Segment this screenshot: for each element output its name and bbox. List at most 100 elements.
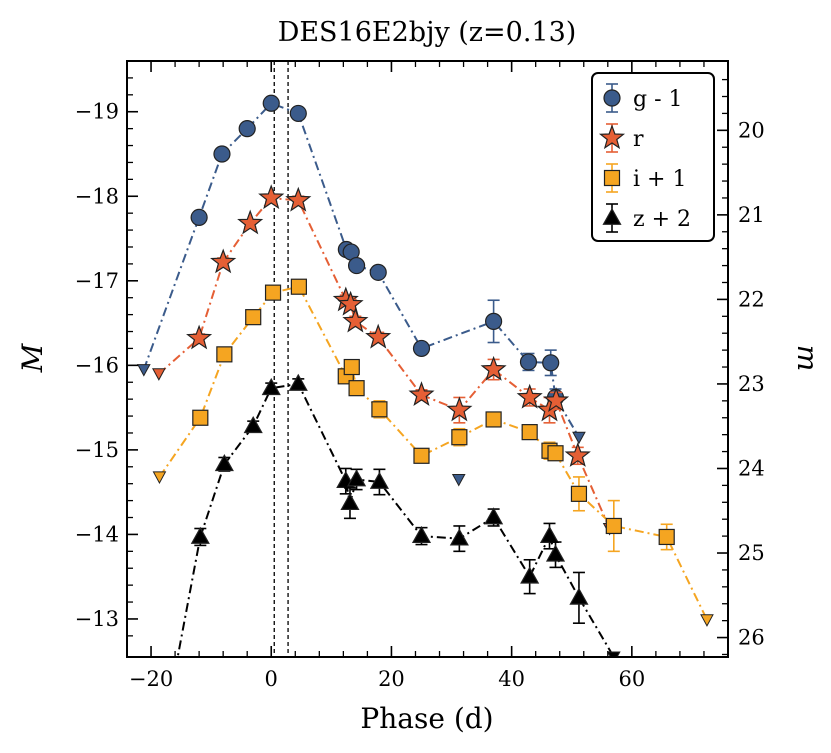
- data-point: [485, 411, 502, 428]
- data-point: [539, 525, 560, 544]
- y-axis-label: M: [16, 342, 49, 373]
- upper-limit-marker: [136, 364, 151, 377]
- legend-marker: [603, 169, 621, 187]
- data-point: [369, 471, 389, 489]
- legend-marker: [598, 124, 626, 150]
- data-point: [485, 312, 503, 330]
- data-point: [216, 346, 233, 363]
- data-point: [186, 324, 213, 350]
- upper-limit-marker: [700, 614, 714, 627]
- data-point: [446, 396, 473, 422]
- data-point: [342, 307, 369, 333]
- data-point: [449, 528, 469, 546]
- y-right-tick-label: 24: [738, 456, 765, 480]
- data-point: [658, 528, 675, 546]
- data-point: [480, 355, 507, 381]
- data-point: [238, 120, 256, 138]
- data-point: [408, 381, 435, 407]
- reference-lines: [273, 61, 289, 657]
- plot-area: [136, 94, 714, 657]
- data-point: [516, 383, 543, 409]
- y-right-tick-label: 26: [738, 626, 765, 650]
- data-point: [543, 387, 570, 413]
- data-point: [412, 339, 431, 358]
- data-point: [542, 354, 560, 372]
- x-tick-label: 0: [265, 667, 278, 691]
- data-point: [520, 566, 540, 584]
- data-point: [190, 526, 210, 544]
- data-point: [343, 358, 360, 376]
- data-point: [261, 377, 281, 396]
- legend-box: [591, 72, 715, 242]
- y-tick-label: −15: [75, 438, 119, 462]
- data-point: [369, 263, 387, 281]
- data-point: [262, 94, 280, 112]
- series-square: [152, 278, 714, 627]
- data-point: [237, 209, 264, 235]
- series-line: [158, 285, 708, 621]
- upper-limit-marker: [606, 651, 621, 657]
- upper-limit-marker: [451, 473, 466, 487]
- data-point: [337, 290, 364, 316]
- legend-label: r: [633, 127, 644, 152]
- data-point: [264, 284, 282, 301]
- y-tick-label: −13: [75, 607, 119, 631]
- data-point: [365, 323, 392, 349]
- data-point: [547, 445, 564, 462]
- data-point: [214, 454, 234, 472]
- legend-label: i + 1: [633, 167, 686, 192]
- x-tick-label: 20: [378, 667, 405, 691]
- data-point: [258, 184, 285, 210]
- y-tick-label: −16: [75, 353, 119, 377]
- data-point: [521, 424, 538, 441]
- data-point: [371, 401, 388, 418]
- data-point: [570, 485, 588, 502]
- y-right-tick-label: 23: [738, 372, 765, 396]
- data-point: [605, 517, 622, 535]
- data-point: [545, 544, 566, 562]
- chart-title: DES16E2bjy (z=0.13): [278, 17, 577, 48]
- x-tick-label: 60: [618, 667, 645, 691]
- y-tick-label: −19: [75, 100, 119, 124]
- y-axis-right-label: m: [791, 345, 824, 372]
- data-point: [348, 380, 365, 397]
- data-point: [210, 248, 237, 274]
- data-point: [564, 442, 591, 467]
- legend-label: z + 2: [633, 207, 691, 232]
- y-tick-label: −17: [75, 269, 119, 293]
- y-right-tick-label: 25: [738, 541, 765, 565]
- y-right-tick-label: 22: [738, 287, 765, 311]
- data-point: [569, 587, 589, 605]
- data-point: [451, 429, 468, 446]
- y-right-tick-label: 20: [738, 118, 765, 142]
- series-line: [142, 102, 580, 438]
- data-point: [340, 492, 360, 511]
- y-right-tick-label: 21: [738, 203, 765, 227]
- x-tick-label: 40: [498, 667, 525, 691]
- series-triangle: [176, 373, 621, 657]
- data-point: [519, 353, 538, 371]
- data-point: [347, 256, 366, 275]
- y-tick-label: −18: [75, 184, 119, 208]
- legend-marker: [603, 89, 621, 107]
- series-star: [152, 184, 617, 536]
- data-point: [413, 447, 430, 464]
- data-point: [243, 415, 263, 434]
- data-point: [347, 469, 367, 487]
- data-point: [411, 525, 432, 544]
- legend-marker: [602, 207, 622, 225]
- plot-frame: [126, 60, 729, 658]
- series-circle: [136, 94, 586, 487]
- upper-limit-marker: [152, 368, 166, 381]
- upper-limit-marker: [572, 431, 586, 445]
- data-point: [290, 278, 307, 295]
- data-point: [484, 507, 504, 525]
- x-axis-label: Phase (d): [360, 702, 493, 735]
- legend: g - 1 r i + 1 z + 2: [591, 72, 715, 242]
- data-point: [192, 409, 209, 426]
- data-point: [245, 309, 262, 326]
- x-tick-label: −20: [129, 667, 173, 691]
- data-point: [190, 208, 208, 226]
- data-point: [213, 145, 231, 163]
